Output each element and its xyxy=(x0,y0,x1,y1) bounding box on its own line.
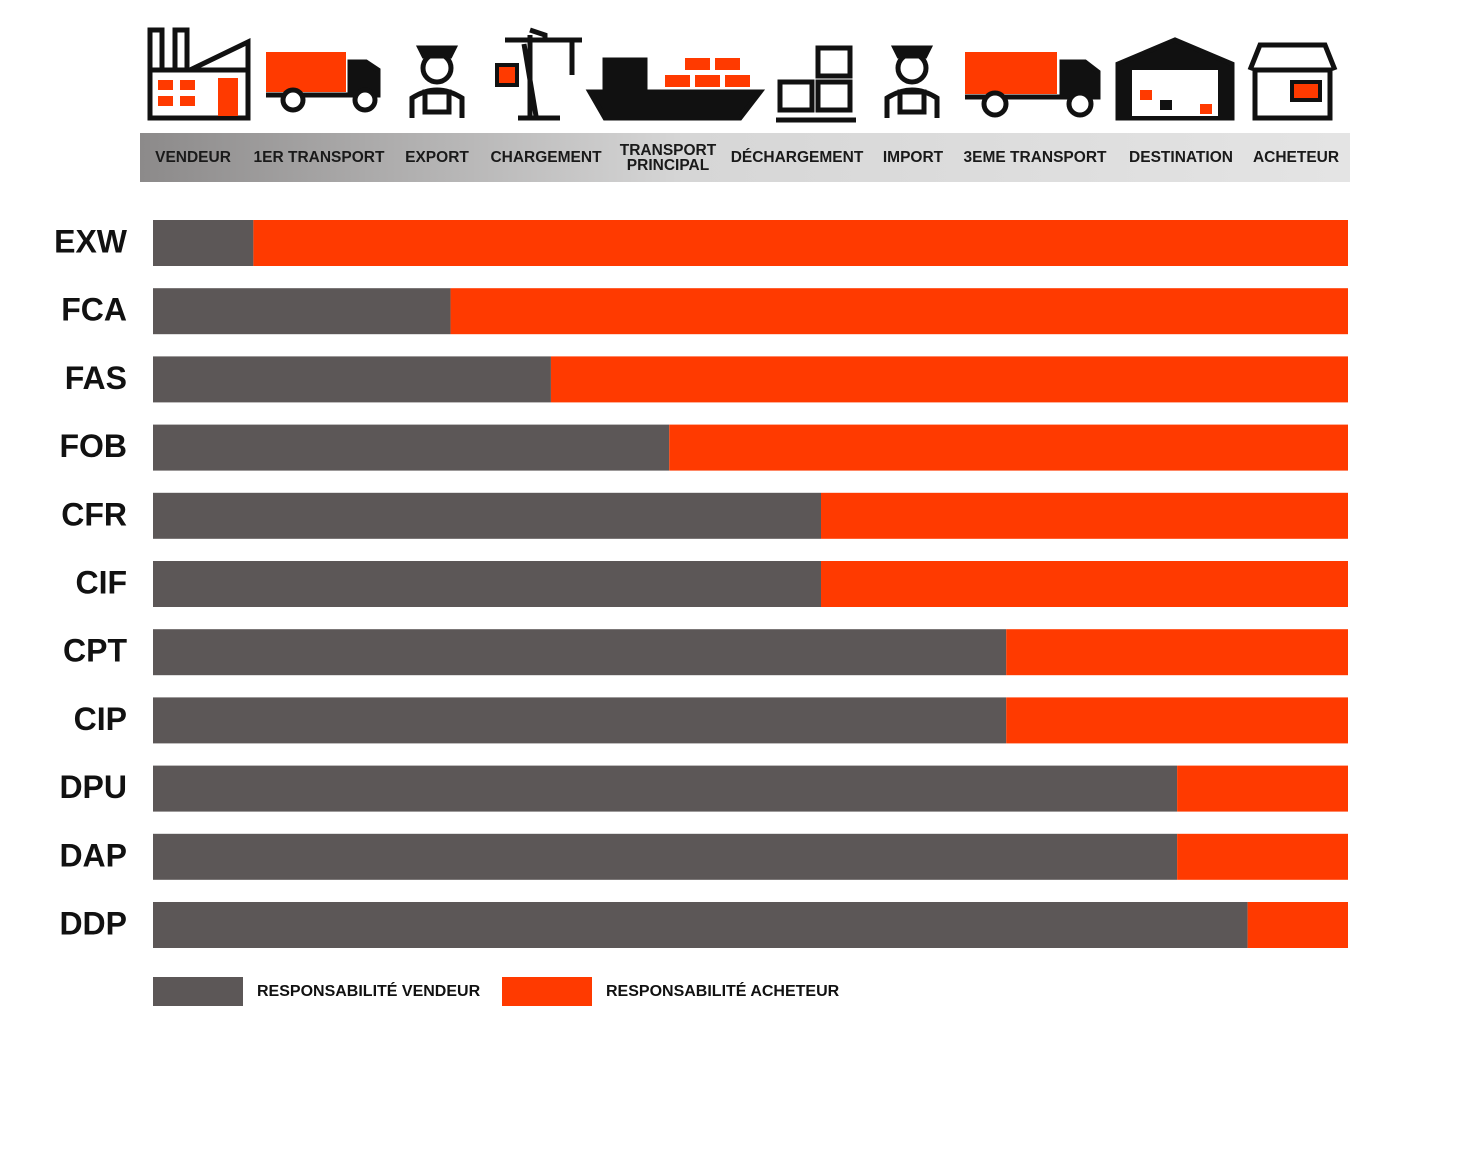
bar-segment xyxy=(153,902,1248,948)
stage-label: DÉCHARGEMENT xyxy=(730,149,864,166)
row-label: FOB xyxy=(59,428,127,464)
bar-segment xyxy=(821,561,1348,607)
bar-segment xyxy=(1006,629,1348,676)
bar-segment xyxy=(153,288,451,335)
legend-swatch xyxy=(502,977,592,1006)
stage-label: 1ER TRANSPORT xyxy=(253,149,385,166)
legend-swatch xyxy=(153,977,243,1006)
row-label: CIP xyxy=(74,701,127,737)
bar-segment xyxy=(1006,697,1348,744)
stage-label: VENDEUR xyxy=(155,149,231,166)
bar-segment xyxy=(153,356,551,403)
row-label: CFR xyxy=(61,496,127,532)
row-label: CPT xyxy=(63,633,127,669)
bar-segment xyxy=(450,288,1348,335)
legend-label: RESPONSABILITÉ VENDEUR xyxy=(257,981,481,1000)
bar-segment xyxy=(153,220,254,266)
bar-segment xyxy=(153,561,822,607)
row-label: DDP xyxy=(59,905,127,941)
bar-segment xyxy=(153,492,822,539)
row-label: CIF xyxy=(75,564,127,600)
bar-segment xyxy=(153,833,1178,880)
stage-label: ACHETEUR xyxy=(1252,149,1340,166)
stage-label: TRANSPORT PRINCIPAL xyxy=(619,141,717,174)
bar-segment xyxy=(153,424,670,471)
stage-label: DESTINATION xyxy=(1129,149,1233,166)
bar-segment xyxy=(1177,833,1348,880)
icons xyxy=(147,27,1338,123)
stage-label: 3EME TRANSPORT xyxy=(963,149,1107,166)
stage-label: IMPORT xyxy=(882,149,944,166)
bar-segment xyxy=(1177,765,1348,812)
legend-label: RESPONSABILITÉ ACHETEUR xyxy=(606,981,840,1000)
row-label: EXW xyxy=(54,223,128,259)
row-label: DPU xyxy=(59,769,127,805)
stage-label: CHARGEMENT xyxy=(490,149,602,166)
row-label: FCA xyxy=(61,292,127,328)
row-label: FAS xyxy=(65,360,127,396)
bar-segment xyxy=(821,492,1348,539)
bar-segment xyxy=(669,424,1348,471)
bar-segment xyxy=(153,697,1007,744)
bar-segment xyxy=(550,356,1348,403)
row-label: DAP xyxy=(59,837,127,873)
bar-segment xyxy=(153,765,1178,812)
bar-segment xyxy=(1247,902,1348,948)
stage-label: EXPORT xyxy=(405,149,469,166)
bar-segment xyxy=(253,220,1348,266)
bar-segment xyxy=(153,629,1007,676)
stage-band xyxy=(140,133,1350,182)
